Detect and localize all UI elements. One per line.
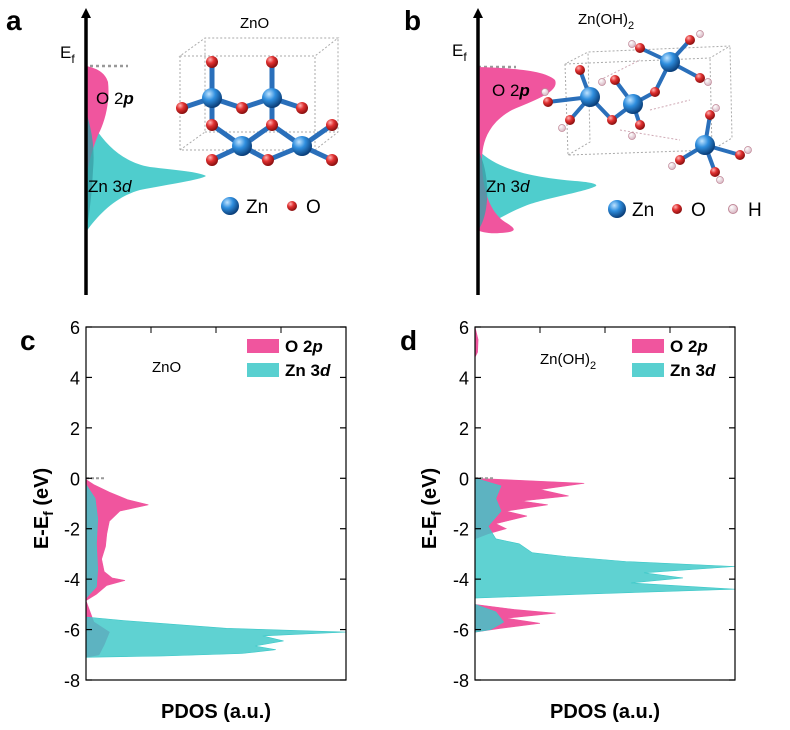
o-atom-icon	[287, 201, 297, 211]
y-tick-label-c: 2	[70, 419, 80, 439]
y-tick-label-c: 6	[70, 318, 80, 338]
atom-legend-a: Zn O	[221, 197, 321, 218]
panel-a: a Ef O 2p Zn 3d ZnO	[6, 5, 340, 295]
y-tick-label-d: 2	[459, 419, 469, 439]
y-tick-label-d: 0	[459, 469, 469, 489]
structure-title-b: Zn(OH)2	[578, 11, 634, 32]
y-tick-label-d: 6	[459, 318, 469, 338]
series-area-c-zn3d	[85, 484, 347, 658]
chart-title-d: Zn(OH)2	[540, 351, 596, 372]
pdos-chart-c: 6 4 2 0 -2 -4 -6 -8 ZnO E-Ef (eV) PDOS (a.u.) O 2p Z…	[31, 318, 347, 723]
zn3d-label-b: Zn 3d	[486, 177, 530, 196]
y-axis-label-d: E-Ef (eV)	[419, 468, 444, 549]
x-axis-label-c: PDOS (a.u.)	[161, 701, 271, 723]
legend-label-d-1: Zn 3d	[670, 361, 716, 380]
overlap-a	[86, 112, 94, 232]
legend-swatch-d-1	[632, 363, 664, 377]
legend-label-c-1: Zn 3d	[285, 361, 331, 380]
y-tick-label-d: -2	[453, 520, 469, 540]
ef-label-b: Ef	[452, 41, 467, 64]
zn-atom-icon	[221, 197, 239, 215]
y-tick-label-c: -6	[64, 621, 80, 641]
series-area-d-zn3d	[474, 478, 736, 633]
y-tick-label-d: 4	[459, 368, 469, 388]
panel-letter-b: b	[404, 5, 421, 36]
zn3d-curve-a	[86, 112, 206, 232]
y-tick-label-d: -6	[453, 621, 469, 641]
o2p-label-a: O 2p	[96, 89, 134, 108]
y-tick-label-c: -2	[64, 520, 80, 540]
panel-b: b Ef O 2p Zn 3d Zn(OH)2	[404, 5, 762, 295]
hbonds-b	[599, 59, 691, 141]
atoms-a	[176, 56, 338, 166]
y-tick-label-c: 0	[70, 469, 80, 489]
legend-label-c-0: O 2p	[285, 337, 323, 356]
legend-label-d-0: O 2p	[670, 337, 708, 356]
legend-zn-a: Zn	[246, 197, 268, 218]
y-tick-label-d: -8	[453, 671, 469, 691]
pdos-chart-d: 6 4 2 0 -2 -4 -6 -8 Zn(OH)2 E-Ef (eV) PDOS (a.u.) O…	[419, 318, 736, 723]
zn-atom-icon	[608, 200, 626, 218]
atoms-b	[541, 30, 752, 184]
y-tick-label-c: 4	[70, 368, 80, 388]
chart-title-c: ZnO	[152, 359, 181, 376]
o2p-label-b: O 2p	[492, 81, 530, 100]
h-atom-icon	[728, 204, 738, 214]
o2p-curve-b	[478, 67, 556, 234]
panel-letter-a: a	[6, 5, 22, 36]
zn3d-curve-b	[478, 150, 597, 230]
y-tick-label-c: -4	[64, 570, 80, 590]
y-tick-label-d: -4	[453, 570, 469, 590]
y-axis-label-c: E-Ef (eV)	[31, 468, 56, 549]
legend-swatch-d-0	[632, 339, 664, 353]
legend-h-b: H	[748, 200, 762, 221]
legend-swatch-c-1	[247, 363, 279, 377]
ef-label-a: Ef	[60, 43, 75, 66]
zn3d-label-a: Zn 3d	[88, 177, 132, 196]
panel-letter-d: d	[400, 325, 417, 356]
legend-o-a: O	[306, 197, 321, 218]
structure-title-a: ZnO	[240, 15, 269, 32]
atom-legend-b: Zn O H	[608, 200, 762, 221]
legend-o-b: O	[691, 200, 706, 221]
y-tick-label-c: -8	[64, 671, 80, 691]
panel-letter-c: c	[20, 325, 36, 356]
legend-swatch-c-0	[247, 339, 279, 353]
overlap-b	[478, 150, 488, 230]
o-atom-icon	[672, 204, 682, 214]
x-axis-label-d: PDOS (a.u.)	[550, 701, 660, 723]
legend-zn-b: Zn	[632, 200, 654, 221]
